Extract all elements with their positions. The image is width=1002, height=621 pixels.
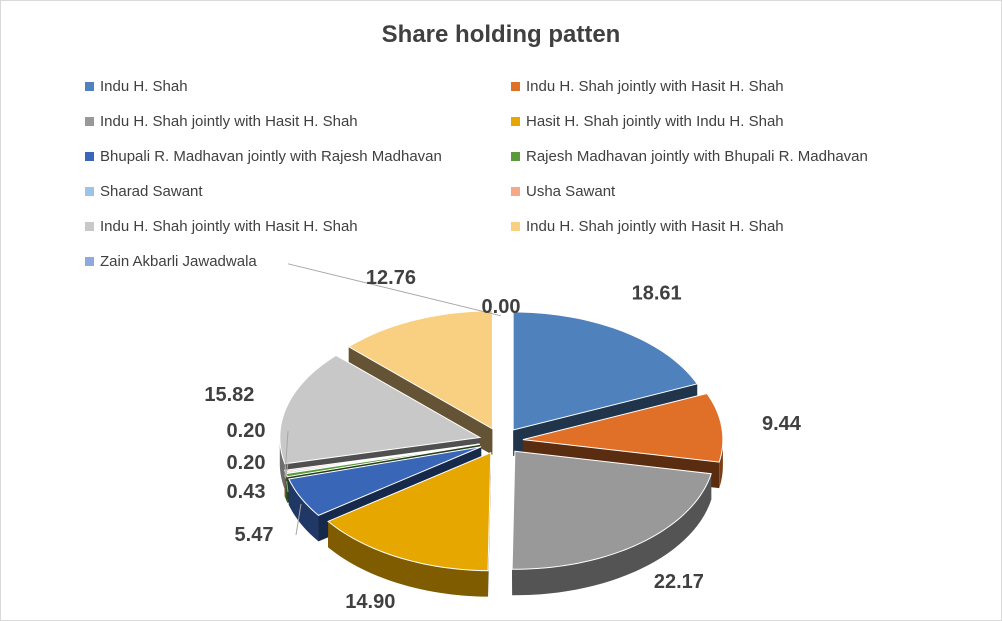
legend-label: Indu H. Shah jointly with Hasit H. Shah	[526, 217, 784, 235]
pie-slice-side	[285, 473, 288, 503]
pie-tops	[279, 310, 724, 572]
legend-label: Zain Akbarli Jawadwala	[100, 252, 257, 270]
data-label: 0.20	[227, 420, 266, 442]
legend-label: Indu H. Shah jointly with Hasit H. Shah	[100, 217, 358, 235]
legend-entry: Rajesh Madhavan jointly with Bhupali R. …	[511, 145, 961, 167]
data-label: 22.17	[654, 571, 704, 593]
pie-slice	[522, 392, 724, 463]
legend-swatch	[511, 221, 520, 231]
legend-entry: Indu H. Shah jointly with Hasit H. Shah	[511, 215, 961, 237]
pie-slice	[512, 311, 699, 431]
pie-slice-side	[279, 437, 285, 490]
legend-swatch	[85, 256, 94, 266]
legend-swatch	[511, 186, 520, 196]
legend-swatch	[511, 81, 520, 91]
data-label: 0.43	[227, 481, 266, 503]
data-label: 0.20	[227, 452, 266, 474]
pie-slice-side	[288, 479, 319, 542]
legend-entry: Bhupali R. Madhavan jointly with Rajesh …	[85, 145, 511, 167]
legend-swatch	[85, 116, 94, 126]
pie-slice-side	[285, 471, 286, 500]
pie-slice-side	[328, 521, 489, 597]
legend-label: Indu H. Shah	[100, 77, 188, 95]
data-label: 12.76	[366, 267, 416, 289]
pie-data-labels: 18.61 9.44 22.17 14.90 5.47 0.43 0.20 0.20 15.82…	[204, 267, 801, 613]
legend-swatch	[85, 186, 94, 196]
legend-swatch	[85, 221, 94, 231]
data-label: 9.44	[762, 413, 802, 435]
data-label: 14.90	[345, 591, 395, 613]
data-label: 15.82	[204, 384, 254, 406]
legend-entry: Indu H. Shah jointly with Hasit H. Shah	[511, 75, 961, 97]
legend-label: Bhupali R. Madhavan jointly with Rajesh …	[100, 147, 442, 165]
leader-line	[287, 263, 502, 317]
legend-label: Usha Sawant	[526, 182, 616, 200]
legend-swatch	[511, 151, 520, 161]
legend-label: Sharad Sawant	[100, 182, 203, 200]
pie-slice-side	[512, 473, 712, 596]
chart-title: Share holding patten	[381, 21, 621, 48]
pie-slice	[511, 450, 712, 570]
legend-swatch	[511, 116, 520, 126]
leader-line	[286, 481, 289, 493]
data-label: 0.00	[482, 296, 521, 318]
legend-entry: Indu H. Shah jointly with Hasit H. Shah	[85, 110, 511, 132]
legend-entry: Indu H. Shah	[85, 75, 511, 97]
legend-swatch	[85, 81, 94, 91]
legend-label: Rajesh Madhavan jointly with Bhupali R. …	[526, 147, 868, 165]
leader-line	[295, 503, 302, 536]
legend-entry: Usha Sawant	[511, 180, 961, 202]
legend-label: Indu H. Shah jointly with Hasit H. Shah	[526, 77, 784, 95]
pie-leader-lines	[284, 263, 502, 536]
data-label: 5.47	[235, 524, 274, 546]
legend-entry: Indu H. Shah jointly with Hasit H. Shah	[85, 215, 511, 237]
leader-line	[284, 430, 289, 478]
legend-entry: Zain Akbarli Jawadwala	[85, 250, 511, 272]
data-label: 18.61	[632, 283, 682, 305]
pie-slice	[288, 446, 482, 516]
legend-label: Indu H. Shah jointly with Hasit H. Shah	[100, 112, 358, 130]
leader-line	[285, 462, 289, 479]
chart-legend: Indu H. Shah Indu H. Shah jointly with Ha…	[85, 75, 965, 272]
legend-entry: Hasit H. Shah jointly with Indu H. Shah	[511, 110, 961, 132]
legend-label: Hasit H. Shah jointly with Indu H. Shah	[526, 112, 784, 130]
pie-slice	[347, 310, 493, 430]
pie-slice	[279, 354, 482, 465]
legend-entry: Sharad Sawant	[85, 180, 511, 202]
pie-slice	[327, 451, 492, 572]
pie-slice-side	[284, 470, 286, 498]
legend-swatch	[85, 151, 94, 161]
